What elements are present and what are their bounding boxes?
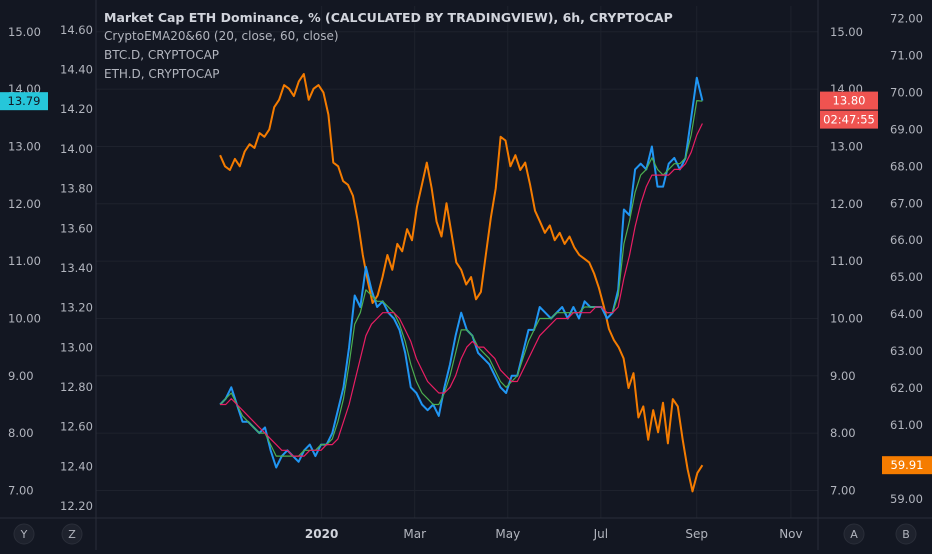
btc-dominance-line [219, 76, 704, 469]
right-tick-label: 10.00 [830, 311, 863, 325]
far-right-tick-label: 67.00 [890, 196, 923, 210]
left-tick-label: 13.80 [60, 182, 93, 196]
axis-button-a[interactable] [843, 523, 865, 545]
left-tick-label: 14.00 [60, 142, 93, 156]
chart-title: Market Cap ETH Dominance, % (CALCULATED … [104, 10, 673, 25]
left-tick-label: 14.60 [60, 23, 93, 37]
far-left-price-badge-bg [0, 92, 48, 111]
far-left-tick-label: 13.00 [8, 139, 41, 153]
left-tick-label: 12.20 [60, 499, 93, 513]
right-tick-label: 12.00 [830, 197, 863, 211]
x-tick-label: Mar [403, 527, 426, 541]
right-price-badge: 13.80 [833, 94, 866, 108]
far-left-price-badge: 13.79 [8, 94, 41, 108]
far-left-tick-label: 15.00 [8, 25, 41, 39]
left-tick-label: 12.60 [60, 420, 93, 434]
x-tick-label: 2020 [305, 527, 338, 541]
ema20-line [219, 99, 703, 457]
legend-entry-btc[interactable]: BTC.D, CRYPTOCAP [104, 48, 220, 62]
axis-button-label[interactable]: Y [20, 528, 28, 541]
x-tick-label: Nov [779, 527, 802, 541]
far-right-tick-label: 69.00 [890, 122, 923, 136]
left-tick-label: 13.20 [60, 301, 93, 315]
right-price-badge-bg [820, 91, 878, 110]
left-tick-label: 14.40 [60, 63, 93, 77]
x-tick-label: May [495, 527, 520, 541]
far-right-tick-label: 64.00 [890, 307, 923, 321]
ema60-line [220, 123, 703, 457]
right-tick-label: 8.00 [830, 426, 856, 440]
axis-button-z[interactable] [61, 523, 83, 545]
eth-dominance-line [219, 73, 704, 493]
legend-entry-eth[interactable]: ETH.D, CRYPTOCAP [104, 67, 220, 81]
axis-button-b[interactable] [895, 523, 917, 545]
far-right-price-badge: 59.91 [891, 458, 924, 472]
far-right-tick-label: 65.00 [890, 270, 923, 284]
far-left-tick-label: 7.00 [8, 483, 34, 497]
right-tick-label: 7.00 [830, 483, 856, 497]
countdown-timer: 02:47:55 [823, 113, 875, 127]
far-left-tick-label: 12.00 [8, 197, 41, 211]
x-tick-label: Sep [685, 527, 708, 541]
axis-button-label[interactable]: A [850, 528, 858, 541]
left-tick-label: 13.40 [60, 261, 93, 275]
left-tick-label: 12.80 [60, 380, 93, 394]
right-tick-label: 9.00 [830, 369, 856, 383]
far-left-tick-label: 8.00 [8, 426, 34, 440]
right-tick-label: 15.00 [830, 25, 863, 39]
right-tick-label: 13.00 [830, 139, 863, 153]
far-right-tick-label: 62.00 [890, 381, 923, 395]
far-right-tick-label: 63.00 [890, 344, 923, 358]
far-right-tick-label: 66.00 [890, 233, 923, 247]
far-right-tick-label: 72.00 [890, 12, 923, 26]
axis-button-label[interactable]: B [902, 528, 910, 541]
far-right-tick-label: 61.00 [890, 418, 923, 432]
right-tick-label: 11.00 [830, 254, 863, 268]
chart-legend: Market Cap ETH Dominance, % (CALCULATED … [104, 8, 673, 84]
x-tick-label: Jul [593, 527, 608, 541]
far-left-tick-label: 11.00 [8, 254, 41, 268]
left-tick-label: 14.20 [60, 102, 93, 116]
legend-entry-ema[interactable]: CryptoEMA20&60 (20, close, 60, close) [104, 29, 339, 43]
far-right-tick-label: 70.00 [890, 85, 923, 99]
far-right-tick-label: 59.00 [890, 492, 923, 506]
far-right-price-badge-bg [882, 456, 932, 475]
far-right-tick-label: 71.00 [890, 49, 923, 63]
axis-button-y[interactable] [13, 523, 35, 545]
axis-button-label[interactable]: Z [68, 528, 76, 541]
far-left-tick-label: 9.00 [8, 369, 34, 383]
left-tick-label: 13.00 [60, 340, 93, 354]
left-tick-label: 12.40 [60, 459, 93, 473]
countdown-badge-bg [820, 110, 878, 129]
far-left-tick-label: 10.00 [8, 311, 41, 325]
far-right-tick-label: 68.00 [890, 159, 923, 173]
left-tick-label: 13.60 [60, 221, 93, 235]
